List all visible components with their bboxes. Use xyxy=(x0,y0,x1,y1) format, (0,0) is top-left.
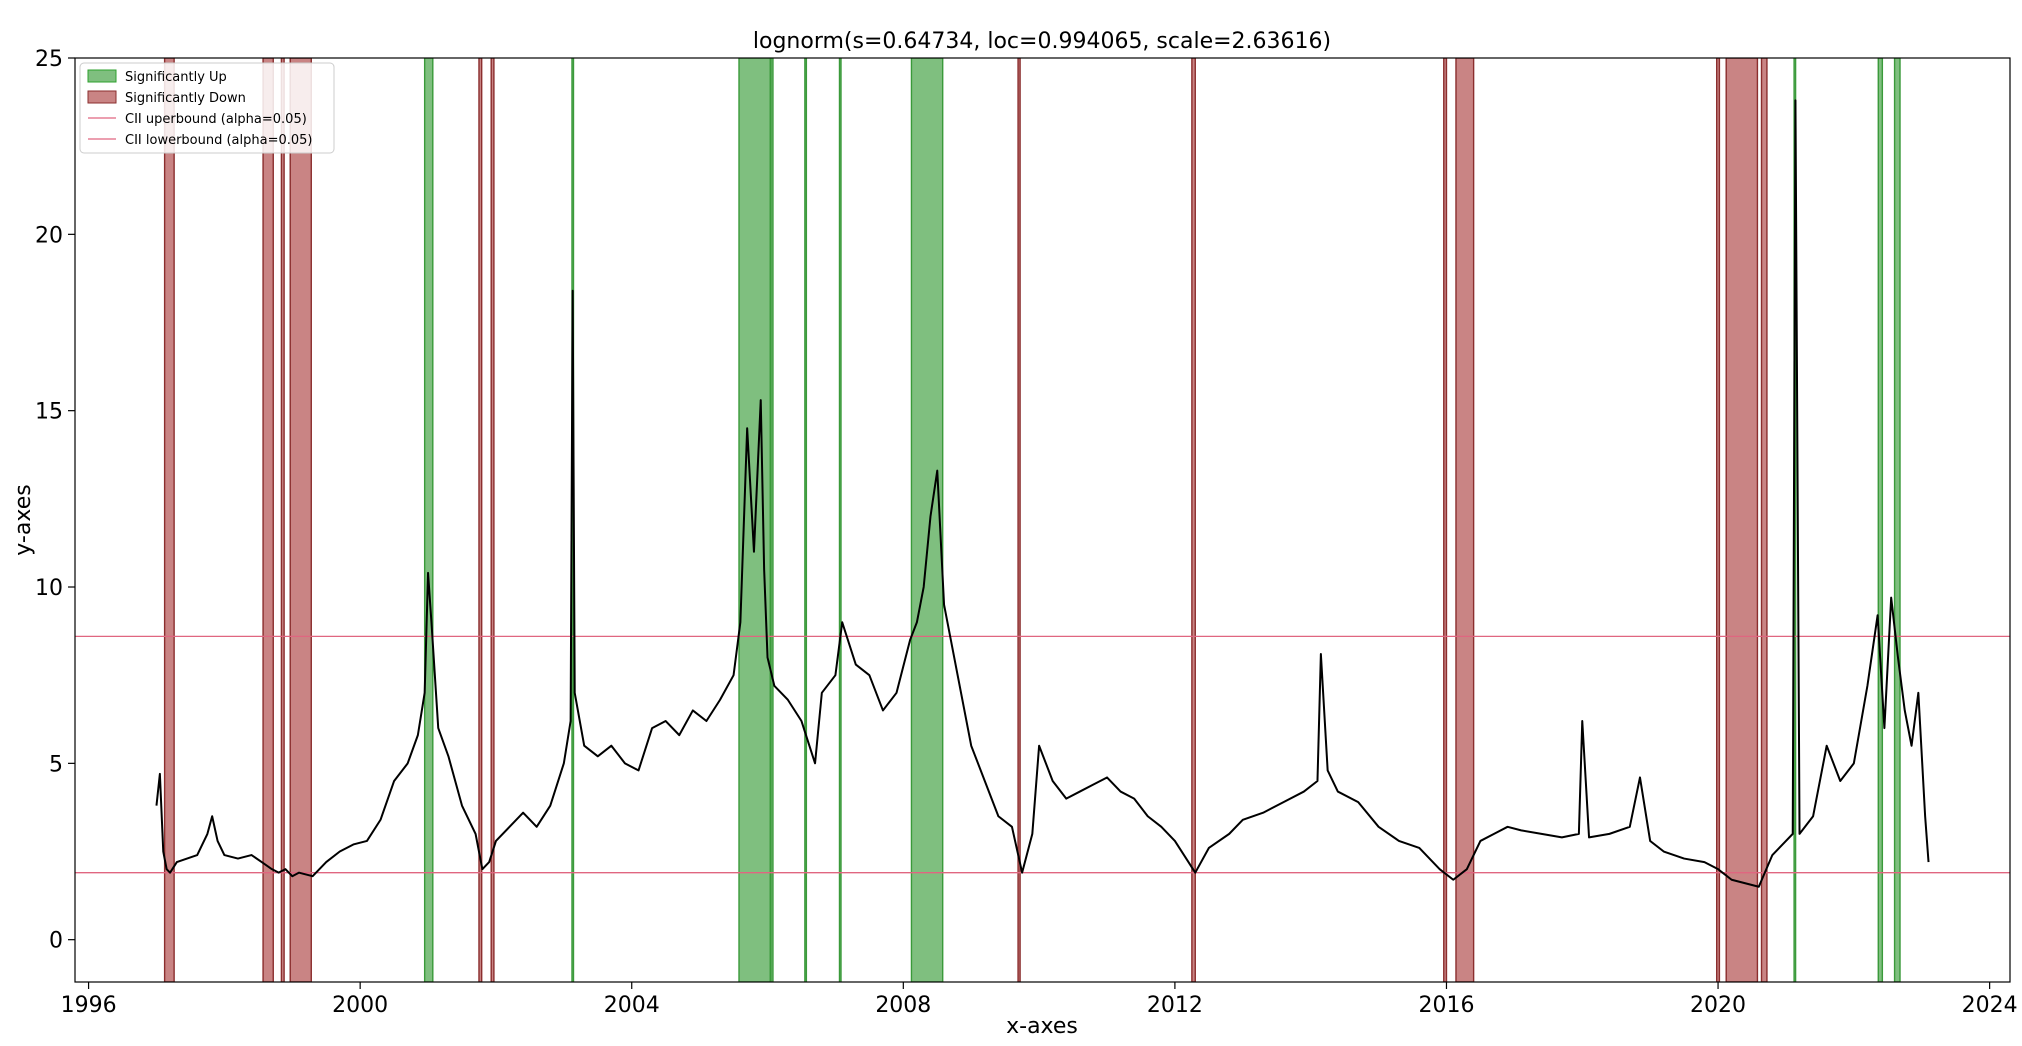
significantly-up-span xyxy=(1893,58,1901,982)
legend-swatch xyxy=(87,90,117,104)
series-line xyxy=(155,99,1930,888)
y-tick-label: 5 xyxy=(49,752,63,777)
significantly-down-span xyxy=(1725,58,1759,982)
significantly-up-span xyxy=(423,58,434,982)
significantly-down-span xyxy=(280,58,285,982)
legend-label: CII lowerbound (alpha=0.05) xyxy=(125,133,313,148)
significantly-down-span xyxy=(490,58,495,982)
x-tick-label: 2024 xyxy=(1962,993,2018,1018)
significantly-down-span xyxy=(478,58,483,982)
significantly-down-span xyxy=(262,58,274,982)
significantly-down-span xyxy=(1017,58,1021,982)
significantly-down-span xyxy=(163,58,175,982)
x-tick-label: 2016 xyxy=(1418,993,1474,1018)
legend-swatch xyxy=(87,69,117,83)
x-tick-label: 1996 xyxy=(61,993,117,1018)
significantly-up-span xyxy=(804,58,808,982)
y-tick-label: 20 xyxy=(35,223,63,248)
chart-title: lognorm(s=0.64734, loc=0.994065, scale=2… xyxy=(753,29,1331,54)
significantly-up-span xyxy=(838,58,842,982)
significantly-down-span xyxy=(1715,58,1721,982)
y-axis-ticks: 0 5 10 15 20 25 xyxy=(35,47,75,954)
x-axis-label: x-axes xyxy=(1006,1014,1078,1039)
legend-label: CII uperbound (alpha=0.05) xyxy=(125,112,307,127)
significantly-down-span xyxy=(1443,58,1448,982)
x-tick-label: 2004 xyxy=(604,993,660,1018)
y-tick-label: 25 xyxy=(35,47,63,72)
x-tick-label: 2020 xyxy=(1690,993,1746,1018)
significantly-down-span xyxy=(289,58,312,982)
y-tick-label: 0 xyxy=(49,929,63,954)
significantly-up-span xyxy=(1877,58,1884,982)
x-axis-ticks: 1996 2000 2004 2008 2012 2016 2020 2024 xyxy=(61,982,2018,1018)
legend-label: Significantly Up xyxy=(125,70,227,85)
y-tick-label: 15 xyxy=(35,400,63,425)
significantly-down-span xyxy=(1760,58,1768,982)
legend-box xyxy=(79,62,335,154)
significantly-up-span xyxy=(910,58,944,982)
y-tick-label: 10 xyxy=(35,576,63,601)
series-lines xyxy=(155,99,1930,888)
x-tick-label: 2012 xyxy=(1147,993,1203,1018)
significantly-up-span xyxy=(770,58,774,982)
significantly-down-span xyxy=(1455,58,1475,982)
significantly-down-span xyxy=(1191,58,1196,982)
bound-lines xyxy=(75,635,2010,874)
legend: Significantly Up Significantly Down CII up… xyxy=(79,62,335,154)
x-tick-label: 2000 xyxy=(332,993,388,1018)
y-axis-label: y-axes xyxy=(11,484,36,555)
legend-label: Significantly Down xyxy=(125,91,246,106)
x-tick-label: 2008 xyxy=(875,993,931,1018)
plot-frame xyxy=(74,57,2011,983)
